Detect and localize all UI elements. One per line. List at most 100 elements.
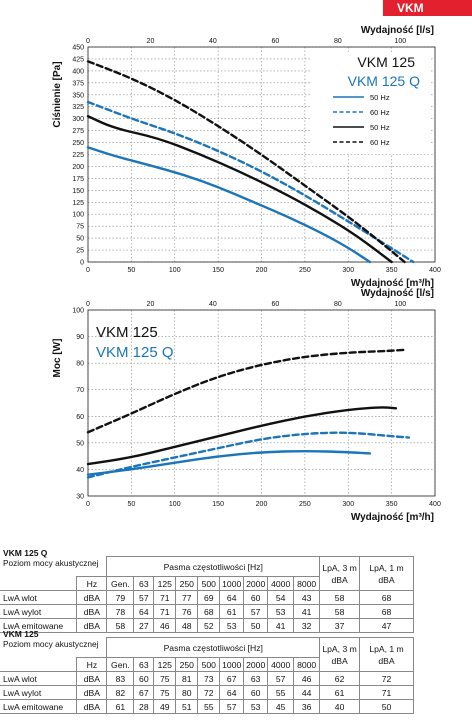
- chart2-y-tick-label: 70: [76, 387, 84, 394]
- band-column-header: 125: [153, 576, 177, 591]
- band-header: Pasma częstotliwości [Hz]: [106, 637, 321, 658]
- chart2-y-tick-label: 50: [76, 440, 84, 447]
- table-cell: 40: [319, 699, 361, 714]
- chart1-y-tick-label: 50: [76, 236, 84, 243]
- band-column-header: 500: [197, 657, 221, 672]
- chart2-y-tick-label: 80: [76, 361, 84, 368]
- table-cell: 68: [197, 604, 221, 619]
- unit-header: Hz: [76, 576, 108, 591]
- table-cell: 67: [133, 685, 155, 700]
- table-cell: 58: [319, 590, 361, 605]
- chart2-model-label: VKM 125 Q: [96, 344, 174, 361]
- chart1-top-tick-label: 60: [271, 38, 279, 45]
- chart1-model-label: VKM 125: [357, 54, 415, 70]
- table-row: LwA emitowane dBA 61 28 49 51 55 57 53 45 36 40 50: [0, 699, 414, 714]
- table-cell: 54: [267, 590, 295, 605]
- row-label: LwA wlot: [0, 671, 78, 686]
- band-column-header: 63: [133, 576, 155, 591]
- chart1-x-tick-label: 150: [212, 267, 224, 274]
- chart1-x-tick-label: 0: [86, 267, 90, 274]
- chart2-x-axis-title: Wydajność [m³/h]: [351, 512, 434, 523]
- band-column-header: Gen.: [106, 576, 135, 591]
- table-cell: 64: [219, 685, 245, 700]
- product-tag: VKM: [383, 0, 472, 16]
- table-row: LwA emitowane dBA 58 27 46 48 52 53 50 41 32 37 47: [0, 618, 414, 633]
- table-cell: 55: [197, 699, 221, 714]
- table-cell: 48: [175, 618, 199, 633]
- table-cell: 27: [133, 618, 155, 633]
- table-row: LwA wlot dBA 83 60 75 81 73 67 63 57 46 62 72: [0, 671, 414, 686]
- table-cell: 37: [319, 618, 361, 633]
- table-cell: 60: [243, 685, 269, 700]
- chart1-y-tick-label: 100: [72, 212, 84, 219]
- table-cell: 50: [359, 699, 414, 714]
- chart2-model-label: VKM 125: [96, 324, 158, 341]
- chart1-legend-box: [312, 54, 430, 154]
- chart1-series-line: [86, 146, 372, 264]
- table-cell: 67: [219, 671, 245, 686]
- table-cell: 58: [106, 618, 135, 633]
- table-cell: 61: [319, 685, 361, 700]
- chart1-y-tick-label: 25: [76, 248, 84, 255]
- chart1-legend-label: 50 Hz: [370, 123, 390, 132]
- table-cell: 69: [197, 590, 221, 605]
- chart1-top-tick-label: 80: [334, 38, 342, 45]
- chart2-x-tick-label: 100: [169, 501, 181, 508]
- band-column-header: 2000: [243, 576, 269, 591]
- table-cell: 60: [133, 671, 155, 686]
- chart1-legend-label: 50 Hz: [370, 93, 390, 102]
- chart1-x-tick-label: 50: [127, 267, 135, 274]
- row-label: LwA wlot: [0, 590, 78, 605]
- table-cell: 53: [219, 618, 245, 633]
- table-cell: 82: [106, 685, 135, 700]
- lpa3-header: LpA, 3 m dBA: [319, 556, 361, 591]
- chart2-top-tick-label: 100: [394, 301, 406, 308]
- band-column-header: 8000: [293, 657, 321, 672]
- chart2-x-tick-label: 150: [212, 501, 224, 508]
- chart2-top-tick-label: 40: [209, 301, 217, 308]
- chart1-y-tick-label: 375: [72, 80, 84, 87]
- chart2-series-line: [86, 406, 398, 466]
- chart2-top-tick-label: 20: [147, 301, 155, 308]
- table-cell: 44: [293, 685, 321, 700]
- acoustic-table: Pasma częstotliwości [Hz] LpA, 3 m dBA LpA…: [0, 556, 414, 633]
- table-cell: 71: [359, 685, 414, 700]
- chart1-top-tick-label: 100: [394, 38, 406, 45]
- table-corner: [0, 658, 77, 672]
- chart2-frame: [87, 309, 436, 497]
- chart1-top-axis-title: Wydajność [l/s]: [361, 25, 434, 36]
- chart2-y-tick-label: 30: [76, 494, 84, 501]
- chart2-y-tick-label: 90: [76, 334, 84, 341]
- row-unit: dBA: [76, 618, 108, 633]
- chart1-y-tick-label: 300: [72, 116, 84, 123]
- chart2-y-tick-label: 100: [72, 308, 84, 315]
- chart2-top-tick-label: 60: [271, 301, 279, 308]
- chart1-x-axis-title: Wydajność [m³/h]: [351, 278, 434, 289]
- chart2-y-tick-label: 60: [76, 414, 84, 421]
- chart1-y-tick-label: 175: [72, 176, 84, 183]
- chart1-legend-label: 60 Hz: [370, 138, 390, 147]
- chart1-y-tick-label: 200: [72, 164, 84, 171]
- band-column-header: 125: [153, 657, 177, 672]
- chart1-y-tick-label: 450: [72, 45, 84, 52]
- table-cell: 28: [133, 699, 155, 714]
- table-subtitle: Poziom mocy akustycznej: [3, 558, 99, 568]
- chart1-y-tick-label: 75: [76, 224, 84, 231]
- chart1-series-line: [86, 115, 393, 264]
- chart1-x-tick-label: 350: [386, 267, 398, 274]
- chart2-x-tick-label: 250: [299, 501, 311, 508]
- table-cell: 41: [267, 618, 295, 633]
- table-cell: 52: [197, 618, 221, 633]
- chart1-y-tick-label: 275: [72, 128, 84, 135]
- chart1-y-tick-label: 125: [72, 200, 84, 207]
- chart2-x-tick-label: 0: [86, 501, 90, 508]
- chart2-x-tick-label: 200: [256, 501, 268, 508]
- chart2-top-tick-label: 80: [334, 301, 342, 308]
- chart1-y-tick-label: 225: [72, 152, 84, 159]
- table-row: LwA wylot dBA 78 64 71 76 68 61 57 53 41 58 68: [0, 604, 414, 619]
- chart1-y-tick-label: 325: [72, 104, 84, 111]
- row-label: LwA wylot: [0, 685, 78, 700]
- table-cell: 32: [293, 618, 321, 633]
- table-cell: 61: [106, 699, 135, 714]
- table-corner: [0, 638, 77, 658]
